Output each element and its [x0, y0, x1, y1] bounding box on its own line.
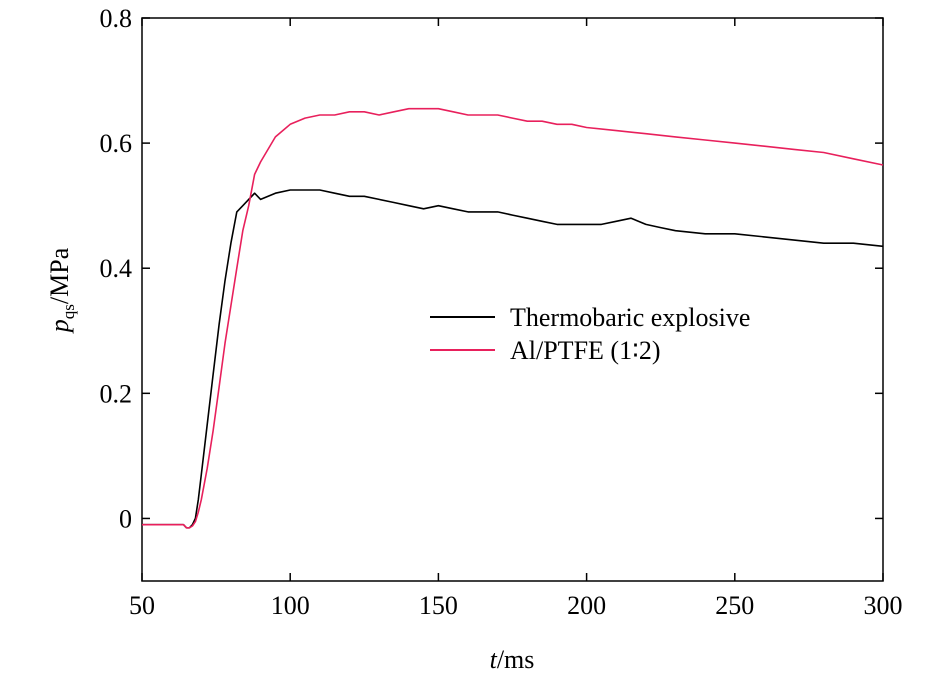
- y-tick-label: 0.6: [100, 129, 133, 158]
- y-tick-label: 0: [119, 504, 132, 533]
- y-tick-label: 0.2: [100, 379, 133, 408]
- series-line-al-ptfe: [142, 107, 884, 529]
- plot-area-frame: [141, 17, 884, 582]
- x-tick-label: 50: [129, 591, 155, 620]
- series-lines: [142, 107, 884, 529]
- x-tick-label: 150: [419, 591, 458, 620]
- legend: Thermobaric explosive Al/PTFE (1∶2): [430, 303, 750, 365]
- legend-label-thermobaric: Thermobaric explosive: [510, 303, 750, 332]
- y-axis-label-italic: p: [45, 319, 74, 334]
- x-tick-label: 300: [864, 591, 903, 620]
- y-tick-label: 0.8: [100, 4, 133, 33]
- x-axis-label: t/ms: [490, 645, 535, 674]
- y-tick-label: 0.4: [100, 254, 133, 283]
- x-tick-label: 200: [567, 591, 606, 620]
- x-axis-ticks: 50 100 150 200 250 300: [129, 18, 903, 620]
- x-axis-label-unit: /ms: [497, 645, 535, 674]
- y-axis-label-unit: /MPa: [45, 247, 74, 304]
- x-tick-label: 100: [271, 591, 310, 620]
- series-line-thermobaric: [142, 189, 884, 529]
- x-axis-label-italic: t: [490, 645, 498, 674]
- x-tick-label: 250: [715, 591, 754, 620]
- legend-label-al-ptfe: Al/PTFE (1∶2): [510, 336, 661, 365]
- y-axis-label: pqs/MPa: [45, 247, 78, 334]
- y-axis-label-subscript: qs: [59, 304, 78, 319]
- y-axis-ticks: 0 0.2 0.4 0.6 0.8: [100, 4, 883, 533]
